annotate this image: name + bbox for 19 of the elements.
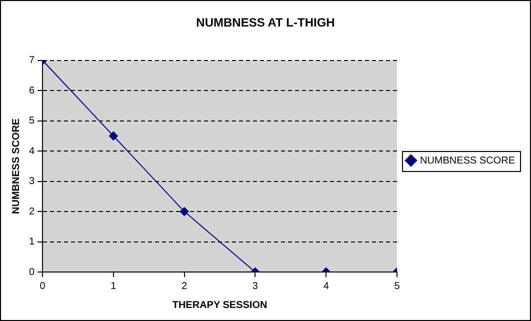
y-tick-label: 0 <box>29 266 35 278</box>
chart-title: NUMBNESS AT L-THIGH <box>196 16 335 30</box>
x-tick-label: 0 <box>40 280 46 292</box>
point <box>180 207 189 216</box>
legend-label: NUMBNESS SCORE <box>420 155 516 166</box>
y-tick-label: 5 <box>29 116 35 127</box>
x-tick-label: 2 <box>182 280 188 292</box>
y-tick-label: 1 <box>29 236 35 248</box>
x-axis-title: THERAPY SESSION <box>172 300 268 311</box>
x-tick-label: 1 <box>110 280 117 292</box>
x-tick-label: 5 <box>394 280 400 292</box>
x-tick-label: 3 <box>252 280 258 292</box>
y-tick-label: 4 <box>29 146 35 157</box>
y-tick-label: 7 <box>29 55 35 66</box>
y-tick-label: 2 <box>29 206 35 218</box>
y-tick-label: 6 <box>29 85 35 96</box>
x-tick-label: 4 <box>323 280 330 292</box>
y-tick-label: 3 <box>29 176 35 188</box>
y-axis-title: NUMBNESS SCORE <box>10 118 22 214</box>
